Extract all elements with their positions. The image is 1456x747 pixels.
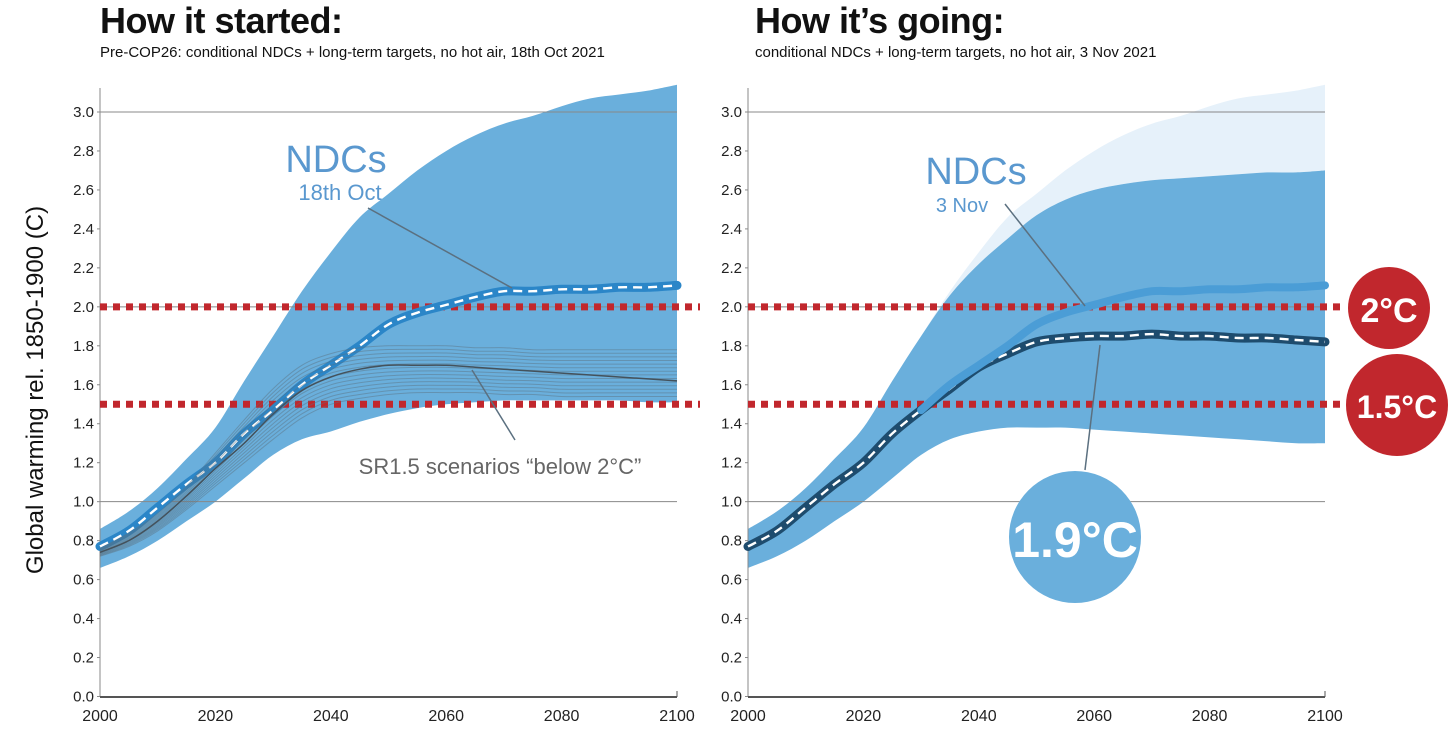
- y-tick-label: 2.8: [73, 143, 94, 160]
- annotation-ndcs-right: NDCs: [925, 151, 1026, 193]
- y-tick-label: 0.0: [721, 689, 742, 706]
- x-tick-label: 2040: [313, 708, 349, 725]
- y-tick-label: 1.4: [73, 416, 94, 433]
- threshold-badge-1-5c-label: 1.5°C: [1357, 389, 1437, 425]
- x-tick-label: 2000: [730, 708, 766, 725]
- ndc-previous-line: [917, 281, 1329, 415]
- chart-panel-right: 0.0 0.2 0.4 0.6 0.8 1.0 1.2 1.4 1.6 1.8 2.0 2.2 2.4 2…: [721, 84, 1345, 725]
- chart-title-right: How it’s going:: [755, 0, 1005, 41]
- scenario-line: [99, 388, 677, 557]
- y-tick-label: 0.6: [721, 572, 742, 589]
- chart-subtitle-right: conditional NDCs + long-term targets, no…: [755, 44, 1157, 61]
- annotation-date-right: 3 Nov: [936, 195, 988, 217]
- annotation-ndcs-left: NDCs: [285, 139, 386, 181]
- x-tick-label: 2000: [82, 708, 118, 725]
- y-tick-label: 1.6: [73, 377, 94, 394]
- y-tick-label: 2.2: [73, 260, 94, 277]
- result-leader: [1084, 344, 1101, 471]
- y-tick-label: 1.2: [73, 455, 94, 472]
- x-tick-label: 2100: [1307, 708, 1343, 725]
- scenario-line: [99, 348, 677, 550]
- y-tick-label: 1.4: [721, 416, 742, 433]
- result-badge-circle: [1009, 471, 1141, 603]
- x-tick-label: 2100: [659, 708, 695, 725]
- y-tick-label: 1.0: [721, 494, 742, 511]
- threshold-badge-1-5c: [1346, 354, 1448, 456]
- y-tick-label: 1.6: [721, 377, 742, 394]
- y-tick-label: 1.0: [73, 494, 94, 511]
- y-tick-label: 2.4: [721, 221, 742, 238]
- y-tick-label: 0.6: [73, 572, 94, 589]
- x-tick-label: 2080: [1192, 708, 1228, 725]
- scenario-line: [99, 373, 677, 554]
- y-tick-label: 0.8: [721, 533, 742, 550]
- y-tick-label: 3.0: [73, 104, 94, 121]
- scenario-line: [99, 363, 678, 552]
- scenario-line: [99, 352, 677, 551]
- ndc-line-dash: [99, 284, 678, 548]
- x-tick-label: 2020: [198, 708, 234, 725]
- y-tick-label: 2.4: [73, 221, 94, 238]
- y-tick-label: 2.0: [73, 299, 94, 316]
- y-tick-label: 2.6: [721, 182, 742, 199]
- threshold-badge-2c: [1348, 267, 1430, 349]
- scenario-median-line: [99, 364, 678, 554]
- annotation-leader-left: [367, 207, 513, 289]
- x-tick-label: 2080: [544, 708, 580, 725]
- scenario-line: [99, 384, 677, 556]
- y-tick-label: 2.2: [721, 260, 742, 277]
- x-tick-label: 2060: [428, 708, 464, 725]
- result-badge-label: 1.9°C: [1012, 512, 1138, 568]
- scenario-leader-left: [471, 369, 516, 441]
- y-tick-label: 1.8: [721, 338, 742, 355]
- ndc-line: [743, 329, 1330, 551]
- chart-title-left: How it started:: [100, 0, 343, 41]
- y-tick-label: 2.0: [721, 299, 742, 316]
- y-tick-label: 2.8: [721, 143, 742, 160]
- previous-band: [748, 84, 1325, 529]
- x-tick-label: 2060: [1076, 708, 1112, 725]
- y-tick-label: 3.0: [721, 104, 742, 121]
- y-tick-label: 2.6: [73, 182, 94, 199]
- y-tick-label: 0.2: [721, 650, 742, 667]
- x-tick-label: 2020: [846, 708, 882, 725]
- y-tick-label: 0.4: [73, 611, 94, 628]
- annotation-leader-right: [1004, 203, 1086, 307]
- chart-subtitle-left: Pre-COP26: conditional NDCs + long-term …: [100, 44, 605, 61]
- threshold-badge-2c-label: 2°C: [1360, 292, 1417, 330]
- scenario-line: [99, 359, 677, 552]
- y-tick-label: 0.4: [721, 611, 742, 628]
- scenario-line: [99, 377, 677, 555]
- scenario-line: [99, 345, 677, 549]
- scenario-line: [99, 381, 677, 555]
- x-tick-label: 2040: [961, 708, 997, 725]
- scenario-label: SR1.5 scenarios “below 2°C”: [359, 454, 642, 479]
- y-tick-label: 1.8: [73, 338, 94, 355]
- y-tick-label: 0.8: [73, 533, 94, 550]
- y-tick-label: 0.2: [73, 650, 94, 667]
- scenario-line: [99, 355, 677, 551]
- annotation-date-left: 18th Oct: [298, 180, 381, 205]
- y-tick-label: 0.0: [73, 689, 94, 706]
- y-tick-label: 1.2: [721, 455, 742, 472]
- chart-panel-left: 0.0 0.2 0.4 0.6 0.8 1.0 1.2 1.4 1.6 1.8 2.0 2.2 2.4 2…: [73, 84, 700, 725]
- scenario-line: [99, 391, 677, 557]
- uncertainty-band: [748, 170, 1325, 568]
